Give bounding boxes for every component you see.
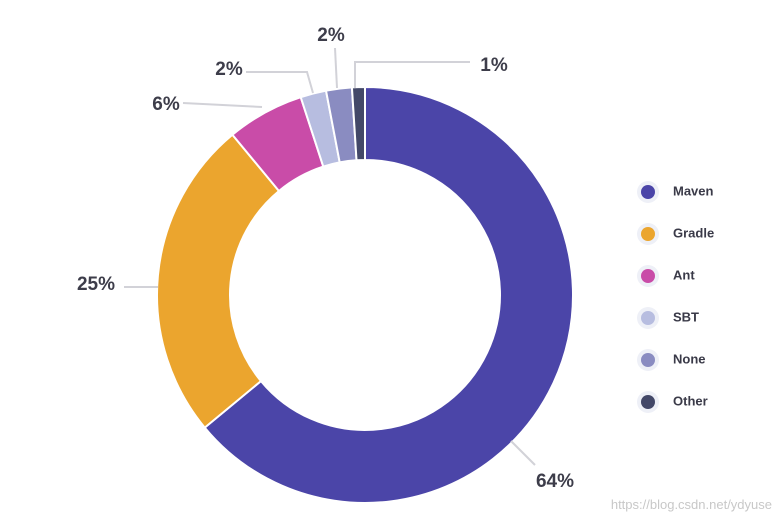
percent-label-maven: 64% bbox=[536, 471, 574, 492]
leader-line-ant bbox=[182, 102, 263, 108]
percent-label-none: 2% bbox=[317, 25, 345, 46]
leader-line-sbt bbox=[246, 71, 314, 94]
leader-line-none bbox=[334, 47, 338, 89]
legend-label-ant: Ant bbox=[673, 267, 695, 282]
legend-marker-other bbox=[641, 395, 655, 409]
slice-gradle bbox=[156, 133, 281, 429]
leader-line-maven bbox=[510, 440, 536, 466]
legend-marker-sbt bbox=[641, 311, 655, 325]
legend-label-sbt: SBT bbox=[673, 309, 699, 324]
slice-maven bbox=[203, 85, 574, 504]
percent-label-other: 1% bbox=[480, 55, 508, 76]
percent-label-gradle: 25% bbox=[77, 274, 115, 295]
legend-marker-none bbox=[641, 353, 655, 367]
legend-marker-ant bbox=[641, 269, 655, 283]
legend-label-maven: Maven bbox=[673, 183, 714, 198]
legend-marker-gradle bbox=[641, 227, 655, 241]
slice-other bbox=[350, 85, 366, 162]
chart-slices bbox=[156, 85, 574, 504]
leader-line-other bbox=[354, 61, 470, 88]
chart-leader-lines bbox=[124, 47, 536, 466]
legend-label-none: None bbox=[673, 351, 706, 366]
chart-legend: Maven Gradle Ant SBT None Other bbox=[637, 181, 714, 413]
percent-label-sbt: 2% bbox=[215, 59, 243, 80]
watermark-text: https://blog.csdn.net/ydyuse bbox=[610, 497, 772, 512]
chart-percent-labels: 64% 25% 6% 2% 2% 1% bbox=[77, 25, 574, 492]
legend-label-other: Other bbox=[673, 393, 708, 408]
legend-marker-maven bbox=[641, 185, 655, 199]
percent-label-ant: 6% bbox=[152, 94, 180, 115]
legend-label-gradle: Gradle bbox=[673, 225, 714, 240]
